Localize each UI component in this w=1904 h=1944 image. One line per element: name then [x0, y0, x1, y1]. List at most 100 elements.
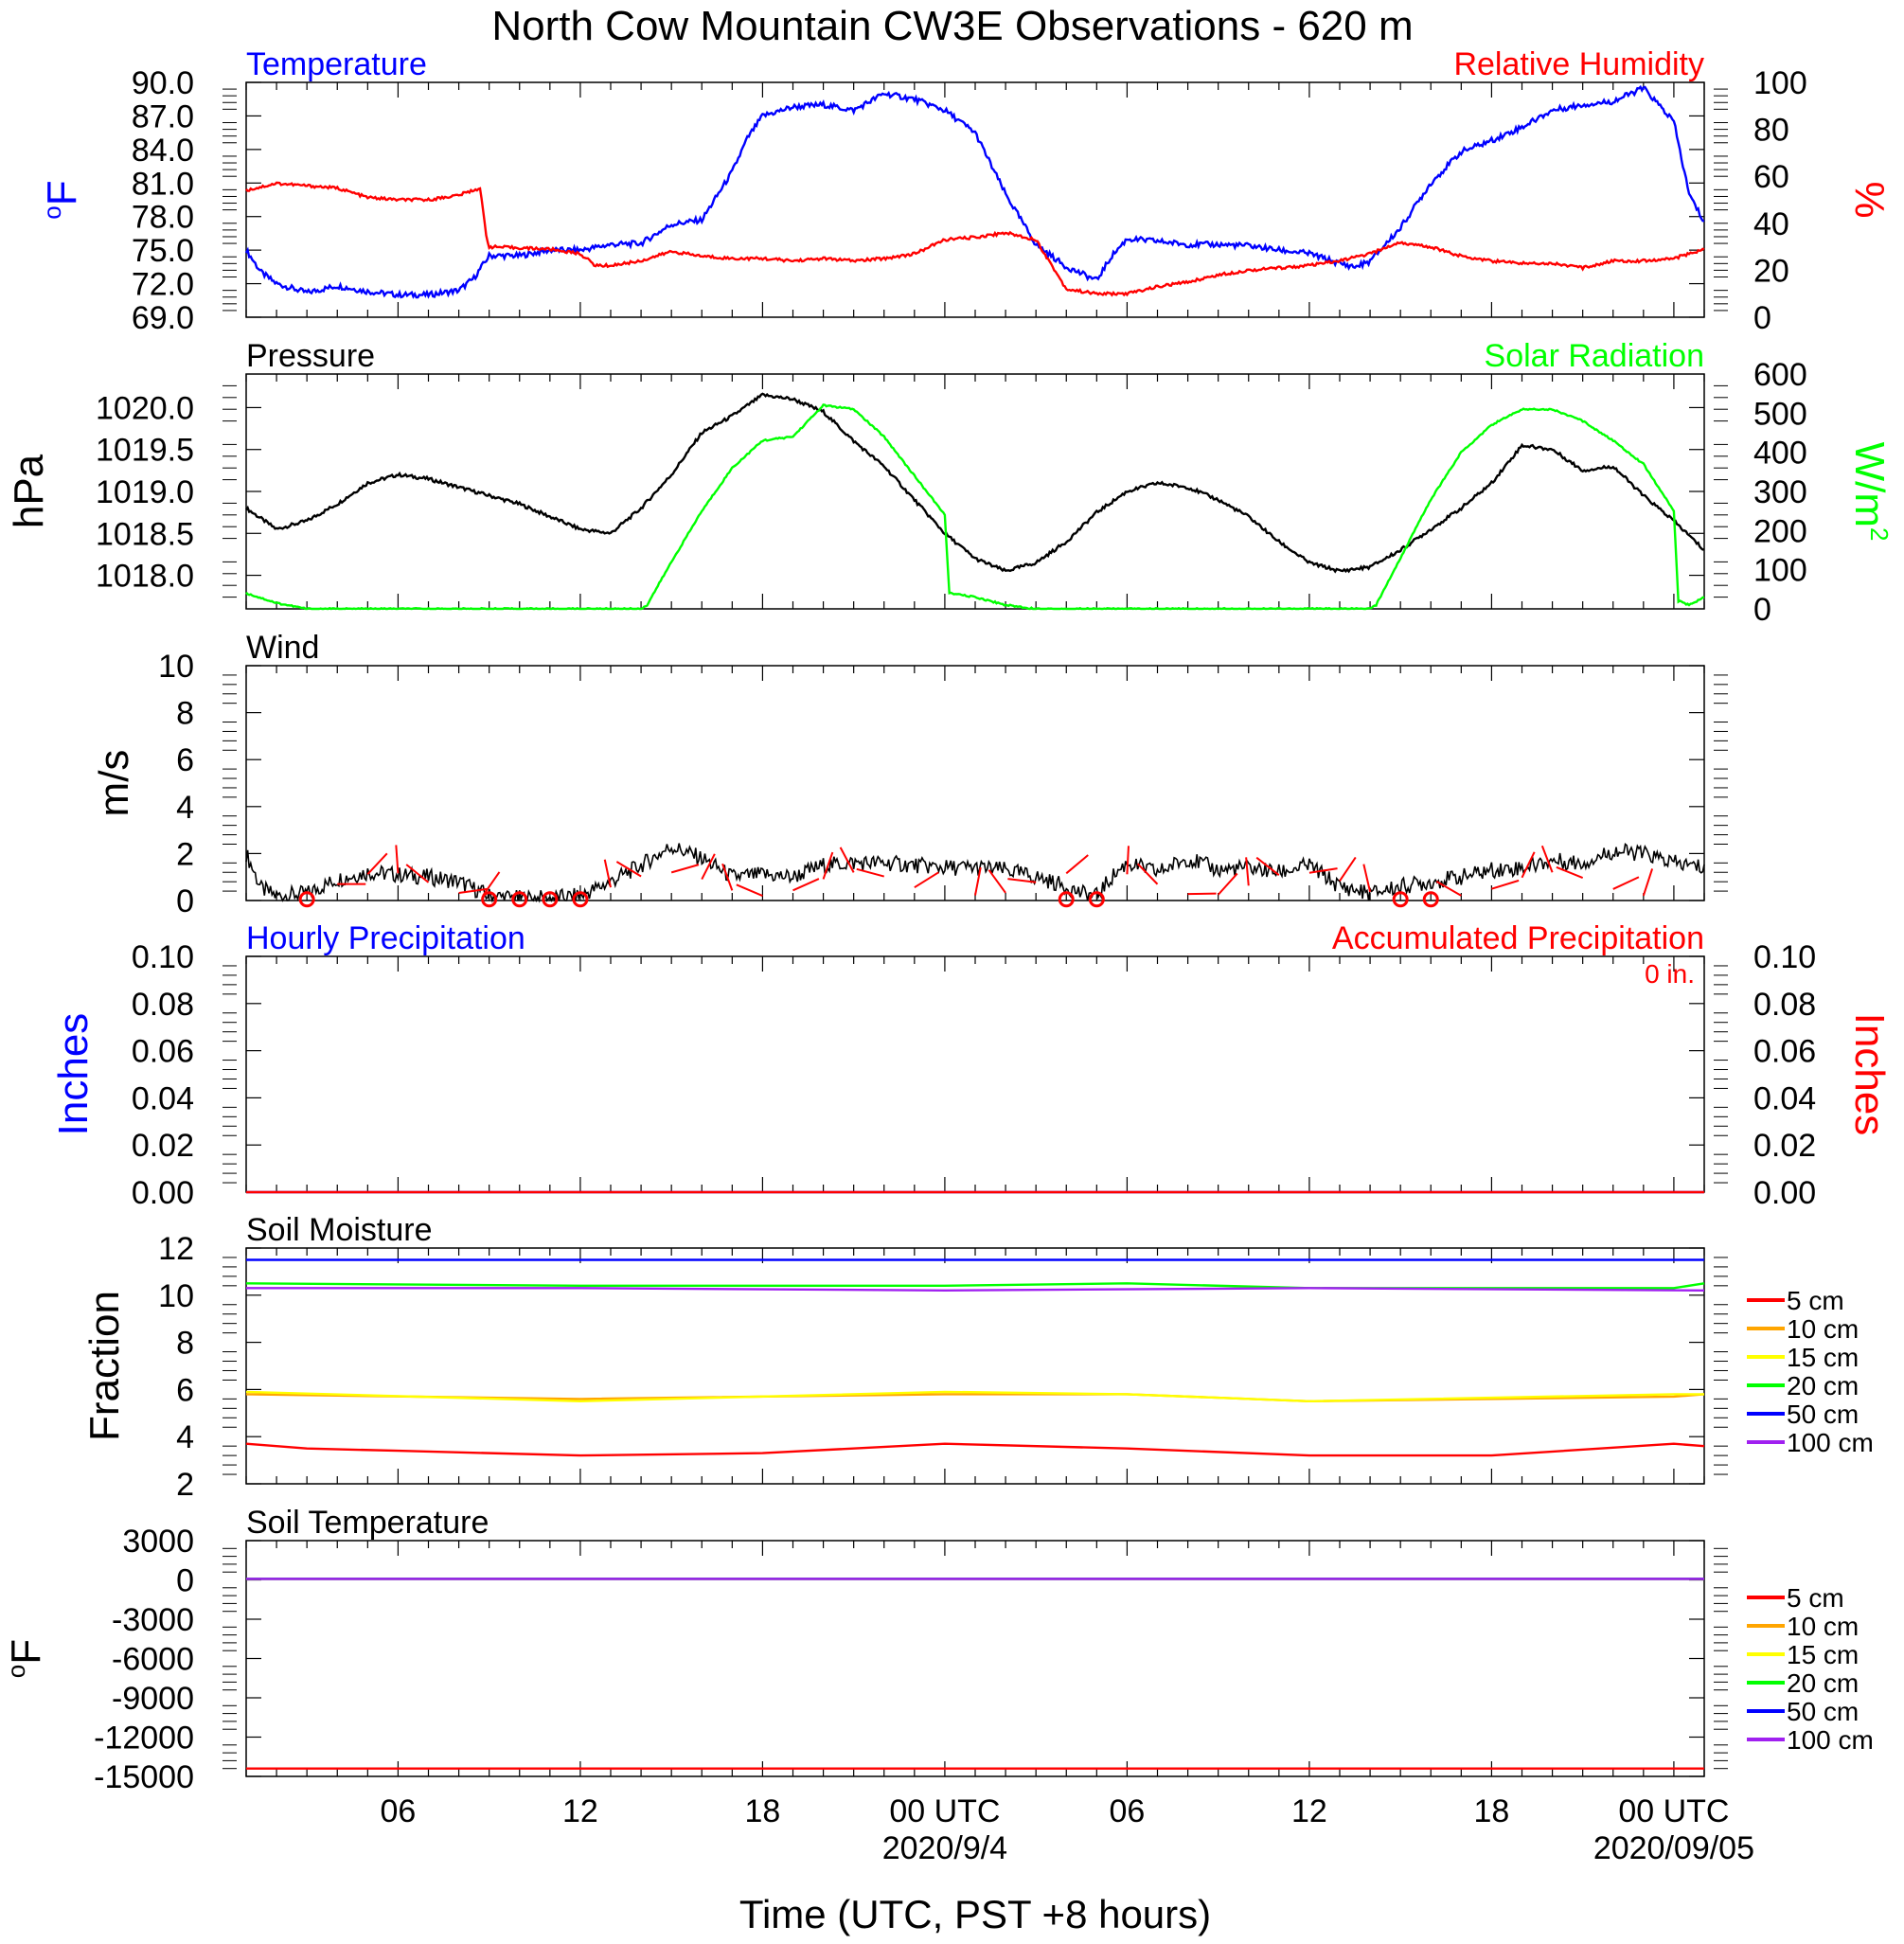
wind-barb: [1065, 854, 1089, 875]
wind-barb: [721, 863, 734, 891]
panel-title-left: Pressure: [246, 338, 375, 374]
y-tick-label-left: 1019.0: [96, 474, 194, 510]
y-tick-label-left: 78.0: [132, 200, 194, 236]
y-tick-label-right: 0.10: [1753, 939, 1816, 975]
y-tick-label-left: 10: [158, 1278, 194, 1314]
wind-barb: [1556, 865, 1584, 880]
y-tick-label-left: 4: [176, 1419, 194, 1455]
legend-entry: 15 cm: [1787, 1640, 1859, 1669]
y-tick-label-right: 300: [1753, 474, 1807, 510]
panel-precipitation: 0.10 0.08 0.06 0.04 0.02 0.00 0.10 0.08 0.06 0.04…: [50, 920, 1893, 1211]
y-tick-label-left: 84.0: [132, 133, 194, 169]
legend-entry: 50 cm: [1787, 1697, 1859, 1726]
y-tick-label-left: 0.00: [132, 1175, 194, 1211]
y-tick-label-left: 72.0: [132, 267, 194, 303]
y-axis-label-left: oF: [38, 180, 85, 219]
y-tick-label-left: 1018.0: [96, 559, 194, 595]
wind-barb: [670, 864, 700, 874]
series-line-15-cm: [245, 1390, 1704, 1403]
y-tick-label-right: 0.00: [1753, 1175, 1816, 1211]
wind-barb: [736, 883, 763, 897]
x-tick-label: 00 UTC: [889, 1793, 1000, 1829]
wind-barb: [974, 866, 982, 896]
y-tick-label-right: 100: [1753, 553, 1807, 589]
legend-entry: 100 cm: [1787, 1428, 1874, 1457]
x-axis-label: Time (UTC, PST +8 hours): [739, 1892, 1211, 1936]
chart-title: North Cow Mountain CW3E Observations - 6…: [491, 3, 1413, 49]
legend-entry: 50 cm: [1787, 1400, 1859, 1429]
panel-title-right: Relative Humidity: [1453, 46, 1704, 82]
calm-marker: [1088, 891, 1105, 908]
y-tick-label-left: -15000: [94, 1759, 194, 1795]
series-line-wind: [245, 843, 1705, 904]
y-tick-label-left: -9000: [112, 1681, 194, 1717]
legend-entry: 5 cm: [1787, 1583, 1844, 1613]
y-tick-label-left: 6: [176, 742, 194, 778]
series-line-pressure: [245, 392, 1705, 574]
wind-barb: [366, 852, 388, 875]
wind-barb: [1540, 845, 1554, 873]
wind-barb: [482, 871, 501, 897]
wind-barb: [914, 871, 939, 889]
wind-barb: [839, 847, 855, 873]
y-tick-label-left: -6000: [112, 1642, 194, 1678]
y-tick-label-left: 0.02: [132, 1128, 194, 1164]
wind-barb: [1612, 876, 1640, 890]
panel-title-left: Temperature: [246, 46, 427, 82]
y-tick-label-right: 20: [1753, 253, 1789, 289]
y-tick-label-left: 6: [176, 1372, 194, 1408]
y-axis-label-right: Inches: [1846, 1013, 1893, 1136]
y-tick-label-right: 400: [1753, 436, 1807, 472]
wind-barb: [1245, 857, 1250, 886]
y-tick-label-left: 10: [158, 649, 194, 685]
y-tick-label-left: 0.10: [132, 939, 194, 975]
panel-wind: 10 8 6 4 2 0 Wind m/s: [91, 630, 1728, 919]
y-axis-label-left: Inches: [50, 1013, 97, 1136]
x-tick-label: 18: [745, 1793, 781, 1829]
legend-entry: 20 cm: [1787, 1371, 1859, 1400]
wind-barb: [701, 853, 716, 880]
panel-temperature-humidity: 90.087.084.081.078.075.072.069.0 100 80 60 4…: [38, 46, 1893, 336]
y-tick-label-left: 1018.5: [96, 516, 194, 552]
x-tick-label: 12: [1291, 1793, 1327, 1829]
y-tick-label-left: 2: [176, 1467, 194, 1503]
panel-title-right: Solar Radiation: [1485, 338, 1704, 374]
y-tick-label-right: 600: [1753, 357, 1807, 393]
y-tick-label-right: 0.08: [1753, 987, 1816, 1023]
y-tick-label-left: 0.04: [132, 1080, 194, 1116]
x-date-label: 2020/09/05: [1593, 1830, 1754, 1866]
y-tick-label-left: -12000: [94, 1721, 194, 1757]
y-axis-label-right: %: [1846, 181, 1893, 218]
series-line-solar-radiation: [245, 403, 1705, 611]
y-axis-label-left: m/s: [91, 750, 137, 817]
calm-marker: [298, 891, 315, 908]
wind-barb: [615, 861, 642, 878]
series-line-temperature: [244, 84, 1705, 299]
y-tick-label-right: 0: [1753, 300, 1771, 336]
y-tick-label-right: 40: [1753, 206, 1789, 242]
precip-annotation: 0 in.: [1645, 959, 1695, 989]
wind-barb: [1308, 867, 1338, 874]
calm-marker: [542, 891, 559, 908]
y-tick-label-left: 0.06: [132, 1034, 194, 1070]
y-tick-label-left: 8: [176, 1326, 194, 1362]
y-tick-label-right: 100: [1753, 65, 1807, 101]
wind-barb: [1362, 864, 1372, 893]
y-tick-label-left: 90.0: [132, 65, 194, 101]
y-tick-label-right: 200: [1753, 513, 1807, 549]
wind-barb: [458, 887, 488, 895]
y-tick-label-right: 500: [1753, 396, 1807, 432]
legend-entry: 5 cm: [1787, 1286, 1844, 1315]
y-tick-label-left: 0: [176, 883, 194, 919]
legend-entry: 15 cm: [1787, 1343, 1859, 1372]
wind-barb: [792, 878, 820, 892]
legend-entry: 100 cm: [1787, 1725, 1874, 1755]
y-tick-label-left: 2: [176, 836, 194, 872]
legend-entry: 20 cm: [1787, 1668, 1859, 1698]
